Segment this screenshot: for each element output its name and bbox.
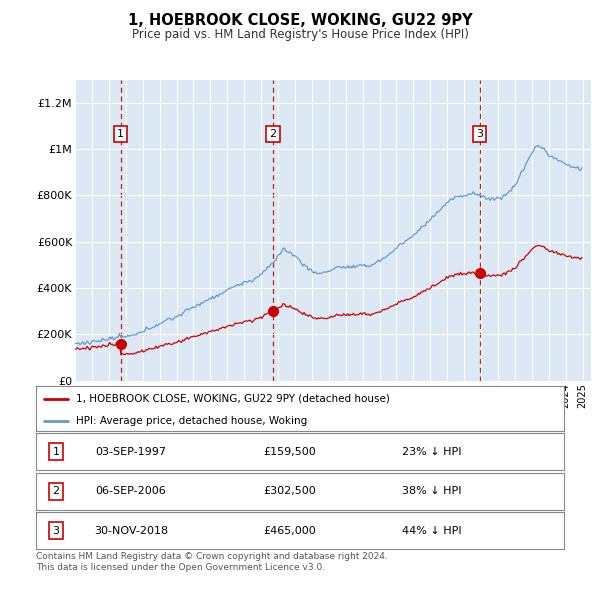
Text: £465,000: £465,000 bbox=[263, 526, 316, 536]
Text: Price paid vs. HM Land Registry's House Price Index (HPI): Price paid vs. HM Land Registry's House … bbox=[131, 28, 469, 41]
Text: Contains HM Land Registry data © Crown copyright and database right 2024.
This d: Contains HM Land Registry data © Crown c… bbox=[36, 552, 388, 572]
Text: 30-NOV-2018: 30-NOV-2018 bbox=[94, 526, 168, 536]
Text: 2: 2 bbox=[269, 129, 277, 139]
Text: 1: 1 bbox=[53, 447, 59, 457]
Text: 2: 2 bbox=[53, 486, 59, 496]
Text: HPI: Average price, detached house, Woking: HPI: Average price, detached house, Woki… bbox=[76, 416, 307, 426]
Text: £302,500: £302,500 bbox=[263, 486, 316, 496]
Text: 38% ↓ HPI: 38% ↓ HPI bbox=[402, 486, 462, 496]
Text: 1: 1 bbox=[118, 129, 124, 139]
Text: 1, HOEBROOK CLOSE, WOKING, GU22 9PY (detached house): 1, HOEBROOK CLOSE, WOKING, GU22 9PY (det… bbox=[76, 394, 389, 404]
Text: 03-SEP-1997: 03-SEP-1997 bbox=[95, 447, 167, 457]
Text: 3: 3 bbox=[53, 526, 59, 536]
Text: 1, HOEBROOK CLOSE, WOKING, GU22 9PY: 1, HOEBROOK CLOSE, WOKING, GU22 9PY bbox=[128, 13, 472, 28]
Text: 3: 3 bbox=[476, 129, 483, 139]
Text: 06-SEP-2006: 06-SEP-2006 bbox=[95, 486, 166, 496]
Text: 44% ↓ HPI: 44% ↓ HPI bbox=[402, 526, 462, 536]
Text: £159,500: £159,500 bbox=[263, 447, 316, 457]
Text: 23% ↓ HPI: 23% ↓ HPI bbox=[402, 447, 462, 457]
